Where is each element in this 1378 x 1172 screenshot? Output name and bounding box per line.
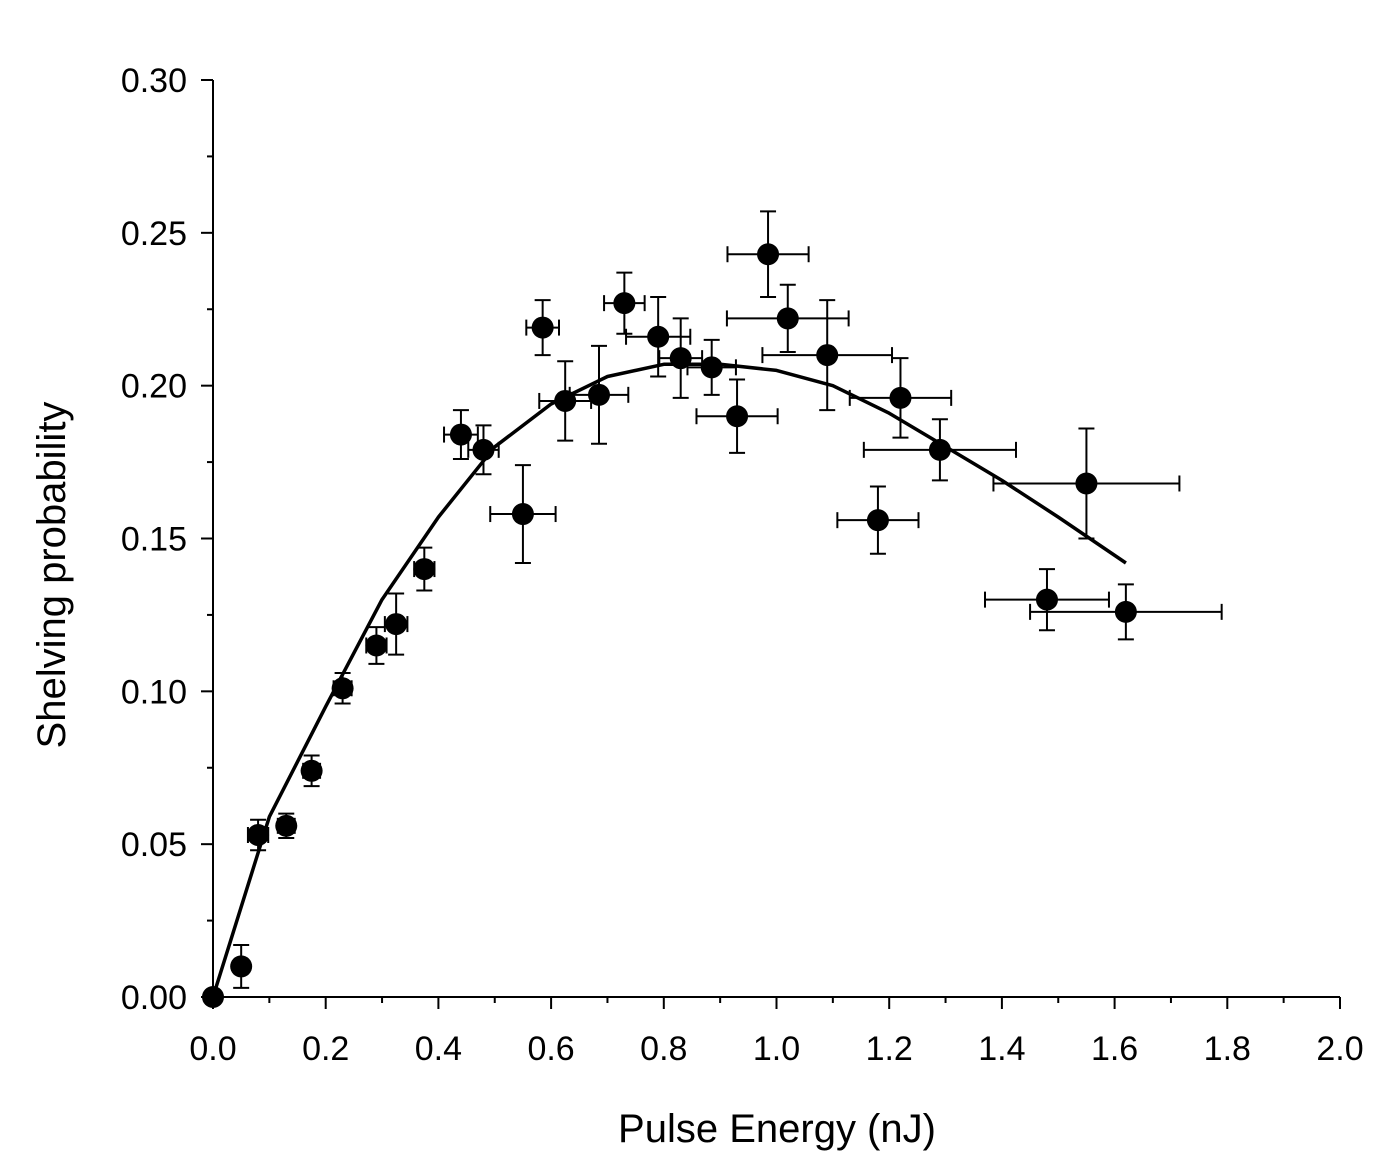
data-point (726, 210, 810, 299)
data-marker (554, 389, 577, 412)
data-marker (776, 307, 799, 330)
x-tick-label: 0.0 (189, 1030, 236, 1068)
data-marker (230, 955, 253, 978)
data-marker (866, 509, 889, 532)
data-marker (669, 347, 692, 370)
data-point (686, 338, 737, 396)
data-point (489, 464, 557, 564)
data-marker (202, 986, 224, 1008)
data-point (275, 812, 298, 840)
x-tick-label: 1.8 (1204, 1030, 1251, 1068)
y-tick-label: 0.10 (121, 673, 187, 711)
data-marker (331, 677, 354, 700)
data-point (862, 418, 1017, 482)
data-point (230, 944, 253, 989)
x-tick-label: 0.6 (527, 1030, 574, 1068)
data-point (568, 344, 630, 445)
data-point (983, 568, 1110, 632)
x-axis-title: Pulse Energy (nJ) (618, 1107, 936, 1151)
data-marker (300, 759, 323, 782)
data-marker (511, 503, 534, 526)
y-tick-label: 0.30 (121, 62, 187, 100)
y-tick-label: 0.00 (121, 979, 187, 1017)
data-point (202, 986, 224, 1008)
data-marker (587, 383, 610, 406)
data-point (538, 360, 593, 442)
data-marker (928, 438, 951, 461)
data-point (443, 409, 479, 461)
y-tick-label: 0.05 (121, 826, 187, 864)
data-point (761, 299, 894, 412)
x-tick-label: 1.0 (753, 1030, 800, 1068)
x-tick-label: 1.2 (866, 1030, 913, 1068)
x-tick-label: 0.8 (640, 1030, 687, 1068)
data-point (695, 378, 779, 454)
data-marker (275, 814, 298, 837)
data-marker (647, 325, 670, 348)
data-point (525, 299, 560, 357)
data-point (625, 296, 692, 378)
data-point (300, 754, 323, 788)
data-point (603, 271, 646, 335)
data-marker (889, 386, 912, 409)
x-tick-label: 0.4 (415, 1030, 462, 1068)
data-points-layer (202, 210, 1223, 1008)
data-point (1029, 583, 1223, 641)
x-tick-label: 1.4 (978, 1030, 1025, 1068)
data-marker (1035, 588, 1058, 611)
data-marker (385, 613, 408, 636)
data-marker (700, 356, 723, 379)
data-point (992, 427, 1181, 540)
data-marker (726, 405, 749, 428)
x-tick-label: 1.6 (1091, 1030, 1138, 1068)
data-marker (757, 243, 780, 266)
data-marker (1075, 472, 1098, 495)
data-point (331, 671, 354, 705)
fit-curve (211, 362, 1127, 998)
x-tick-label: 2.0 (1316, 1030, 1363, 1068)
data-point (383, 592, 409, 656)
data-point (365, 626, 388, 665)
data-point (848, 357, 953, 439)
data-point (246, 818, 270, 852)
data-marker (531, 316, 554, 339)
data-marker (365, 634, 388, 657)
data-marker (613, 292, 636, 315)
data-marker (449, 423, 472, 446)
data-point (467, 424, 500, 476)
data-marker (816, 344, 839, 367)
data-point (413, 546, 436, 592)
axes: 0.00 0.05 0.10 0.15 0.20 0.25 0.30 0.0 0.2 0.4 0.6… (121, 62, 1364, 1068)
y-tick-label: 0.25 (121, 215, 187, 253)
data-marker (1114, 600, 1137, 623)
fit-curve-layer (211, 362, 1127, 998)
y-tick-label: 0.20 (121, 368, 187, 406)
data-point (836, 485, 920, 555)
data-marker (413, 558, 436, 581)
data-marker (247, 823, 270, 846)
data-point (725, 283, 850, 354)
y-tick-label: 0.15 (121, 521, 187, 559)
y-axis-title: Shelving probability (30, 402, 74, 749)
data-marker (472, 438, 495, 461)
x-tick-label: 0.2 (302, 1030, 349, 1068)
